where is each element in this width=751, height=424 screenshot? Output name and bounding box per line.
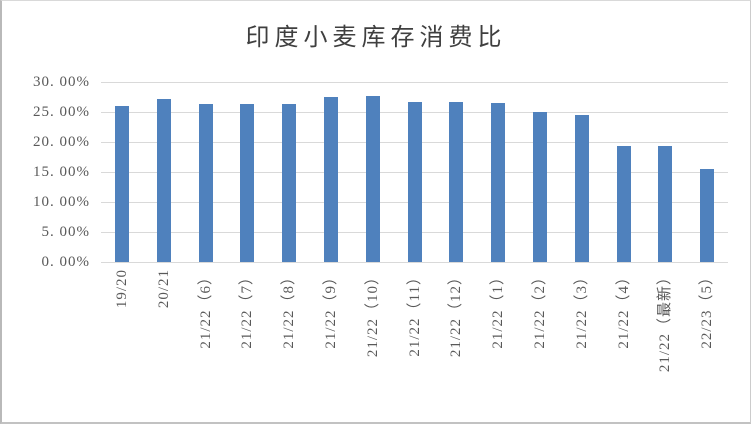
gridline [101, 82, 728, 83]
x-tick-label: 21/22（8） [281, 269, 298, 349]
x-tick-label: 19/20 [113, 269, 130, 309]
plot-area [101, 82, 728, 263]
bar-19/20 [114, 106, 129, 262]
x-tick-label: 21/22（7） [239, 269, 256, 349]
x-tick-label: 22/23（5） [699, 269, 716, 349]
y-tick-label: 10. 00% [33, 194, 90, 210]
bar-21/22（9） [323, 97, 338, 262]
y-tick-label: 15. 00% [33, 164, 90, 180]
bar-22/23（5） [700, 169, 715, 262]
bar-20/21 [156, 98, 171, 262]
bar-21/22（11） [407, 102, 422, 262]
bar-21/22（2） [532, 112, 547, 262]
bar-21/22（最新） [658, 145, 673, 262]
y-tick-label: 20. 00% [33, 134, 90, 150]
bar-21/22（10） [365, 95, 380, 262]
chart-title: 印度小麦库存消费比 [245, 25, 507, 51]
y-tick-label: 25. 00% [33, 104, 90, 120]
x-tick-label: 20/21 [155, 269, 172, 309]
x-tick-label: 21/22（2） [531, 269, 548, 349]
x-axis-line [101, 262, 728, 263]
bar-21/22（1） [491, 103, 506, 262]
bar-21/22（4） [616, 146, 631, 262]
x-tick-label: 21/22（3） [573, 269, 590, 349]
y-tick-label: 5. 00% [41, 224, 90, 240]
bar-21/22（6） [198, 104, 213, 262]
x-tick-label: 21/22（10） [364, 269, 381, 358]
x-tick-label: 21/22（最新） [657, 269, 674, 373]
bar-21/22（3） [574, 115, 589, 262]
x-tick-label: 21/22（11） [406, 269, 423, 357]
x-tick-label: 21/22（4） [615, 269, 632, 349]
x-tick-label: 21/22（12） [448, 269, 465, 358]
y-tick-label: 0. 00% [41, 254, 90, 270]
bar-21/22（7） [240, 103, 255, 262]
x-tick-label: 21/22（6） [197, 269, 214, 349]
x-tick-label: 21/22（1） [490, 269, 507, 349]
y-tick-label: 30. 00% [33, 74, 90, 90]
bar-21/22（12） [449, 102, 464, 262]
bar-21/22（8） [282, 104, 297, 262]
x-tick-label: 21/22（9） [322, 269, 339, 349]
